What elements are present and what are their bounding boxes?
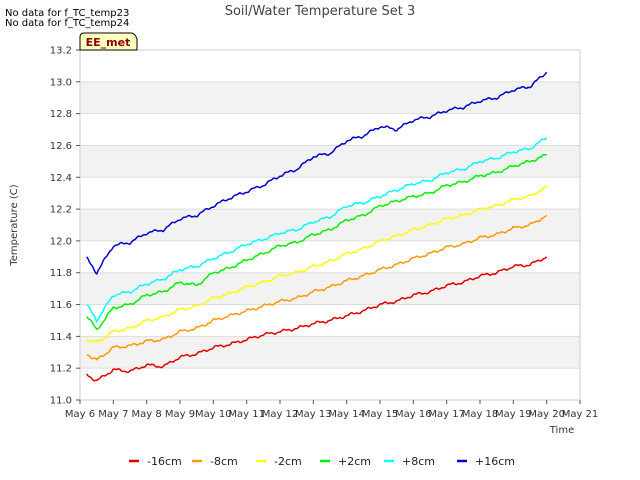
x-tick-label: May 21 [562, 409, 599, 420]
series-line-+2cm [86, 153, 547, 330]
x-tick-label: May 7 [98, 409, 128, 420]
series-line--2cm [86, 185, 547, 343]
legend-label: +16cm [475, 455, 515, 468]
x-tick-label: May 12 [262, 409, 299, 420]
x-tick-label: May 17 [428, 409, 465, 420]
legend-item: -8cm [192, 455, 238, 468]
x-tick-label: May 10 [195, 409, 232, 420]
legend-label: -8cm [210, 455, 238, 468]
legend-item: +8cm [384, 455, 435, 468]
y-tick-label: 11.0 [50, 396, 72, 407]
chart-title: Soil/Water Temperature Set 3 [225, 4, 416, 19]
x-tick-label: May 20 [528, 409, 565, 420]
series-line-+16cm [86, 71, 548, 275]
y-tick-label: 12.6 [50, 141, 72, 152]
x-tick-label: May 9 [165, 409, 195, 420]
legend-item: -2cm [256, 455, 302, 468]
grid-band [80, 272, 580, 305]
legend-label: +2cm [338, 455, 371, 468]
x-tick-label: May 18 [462, 409, 499, 420]
legend-item: -16cm [129, 455, 182, 468]
y-axis-label: Temperature (C) [9, 184, 20, 266]
grid-band [80, 336, 580, 369]
grid-band [80, 81, 580, 114]
legend-label: -16cm [147, 455, 182, 468]
grid-band [80, 145, 580, 178]
y-tick-label: 11.2 [50, 364, 72, 375]
no-data-note-2: No data for f_TC_temp24 [5, 18, 130, 29]
plot-frame [79, 49, 581, 401]
x-tick-label: May 13 [295, 409, 332, 420]
y-tick-label: 11.8 [50, 268, 72, 279]
badge-label: EE_met [86, 36, 131, 49]
no-data-note-1: No data for f_TC_temp23 [5, 8, 130, 19]
x-tick-label: May 14 [328, 409, 365, 420]
grid-band [80, 209, 580, 241]
y-tick-label: 12.4 [50, 173, 72, 184]
legend-item: +2cm [320, 455, 371, 468]
y-tick-label: 12.2 [50, 205, 72, 216]
legend-label: +8cm [402, 455, 435, 468]
legend-label: -2cm [274, 455, 302, 468]
y-tick-label: 11.4 [50, 332, 72, 343]
legend-item: +16cm [457, 455, 515, 468]
y-tick-label: 13.2 [50, 46, 72, 57]
x-axis-label: Time [549, 425, 574, 436]
x-tick-label: May 16 [395, 409, 432, 420]
y-tick-label: 12.8 [50, 109, 72, 120]
series-line--16cm [86, 256, 548, 382]
series-line--8cm [86, 214, 548, 361]
x-tick-label: May 19 [495, 409, 532, 420]
series-line-+8cm [86, 136, 548, 323]
x-tick-label: May 8 [132, 409, 162, 420]
station-badge: EE_met [79, 32, 138, 51]
x-tick-label: May 11 [228, 409, 265, 420]
x-tick-label: May 15 [362, 409, 399, 420]
y-tick-label: 13.0 [50, 77, 72, 88]
x-tick-label: May 6 [65, 409, 95, 420]
y-tick-label: 12.0 [50, 236, 72, 247]
y-tick-label: 11.6 [50, 300, 72, 311]
